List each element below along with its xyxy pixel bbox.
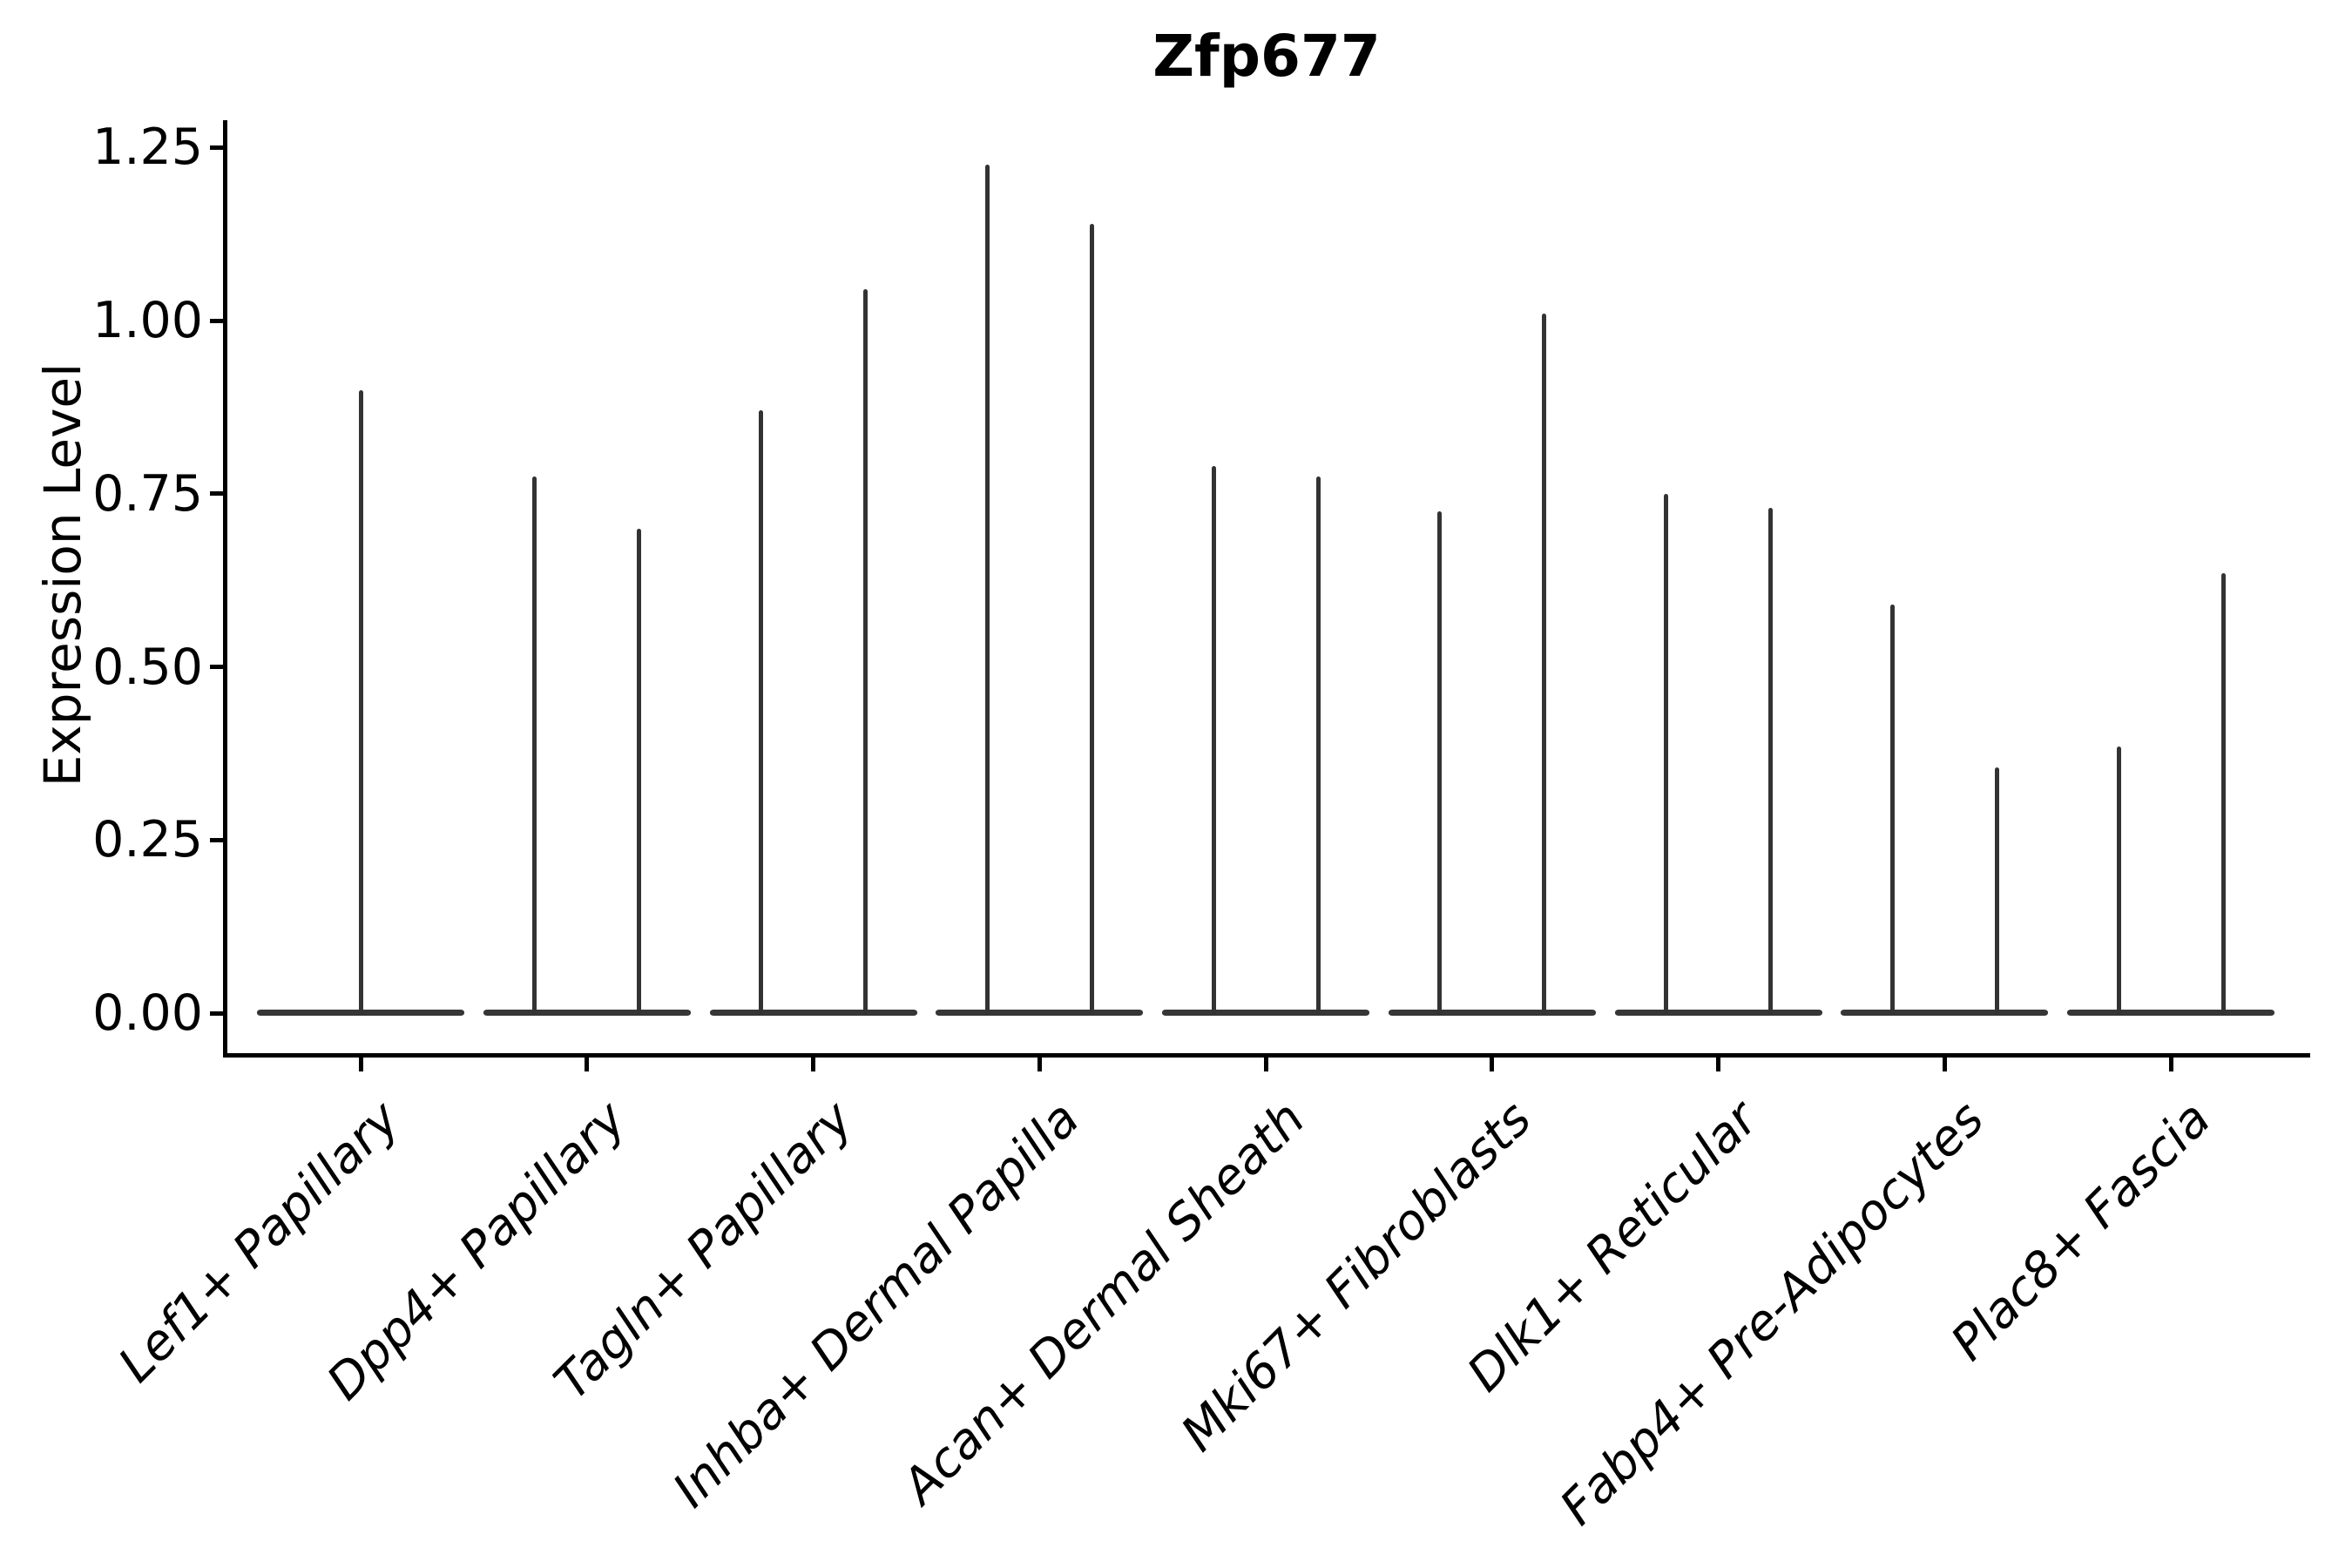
x-tick-label: Fabp4+ Pre-Adipocytes: [1549, 1091, 1996, 1537]
x-axis-spine: [223, 1053, 2310, 1058]
violin-spike: [1211, 465, 1216, 1015]
y-tick: [210, 1010, 225, 1016]
violin-spike: [1889, 604, 1895, 1015]
x-tick-label: Inhba+ Dermal Papilla: [662, 1091, 1091, 1519]
violin-spike: [863, 289, 868, 1015]
violin-spike: [1768, 507, 1773, 1015]
x-tick: [2168, 1058, 2173, 1071]
x-tick: [811, 1058, 815, 1071]
violin-spike: [1994, 767, 1999, 1015]
x-tick: [1263, 1058, 1268, 1071]
y-axis-label: Expression Level: [33, 362, 92, 787]
violin-base: [1614, 1010, 1822, 1016]
violin-base: [1162, 1010, 1369, 1016]
violin-base: [1841, 1010, 2049, 1016]
violin-spike: [1542, 314, 1547, 1015]
y-tick: [210, 491, 225, 497]
y-tick-label: 0.25: [92, 811, 203, 869]
violin-base: [936, 1010, 1144, 1016]
y-axis-spine: [223, 120, 227, 1058]
violin-spike: [1437, 510, 1443, 1015]
chart-title: Zfp677: [1152, 23, 1381, 90]
violin-spike: [2220, 573, 2226, 1015]
y-tick-label: 1.25: [92, 118, 203, 177]
x-tick: [585, 1058, 590, 1071]
y-tick: [210, 145, 225, 150]
violin-spike: [1089, 223, 1094, 1015]
violin-spike: [358, 389, 363, 1015]
violin-base: [2067, 1010, 2274, 1016]
y-tick-label: 1.00: [92, 292, 203, 349]
violin-spike: [637, 528, 642, 1015]
y-tick-label: 0.50: [92, 638, 203, 696]
x-tick: [358, 1058, 363, 1071]
violin-spike: [532, 476, 537, 1015]
violin-base: [483, 1010, 691, 1016]
x-tick-label: Acan+ Dermal Sheath: [891, 1091, 1316, 1515]
y-tick: [210, 837, 225, 842]
x-tick: [1716, 1058, 1720, 1071]
x-tick: [1037, 1058, 1042, 1071]
y-tick: [210, 665, 225, 669]
violin-spike: [1315, 476, 1321, 1015]
violin-spike: [2116, 746, 2121, 1015]
y-tick: [210, 318, 225, 323]
violin-base: [1388, 1010, 1596, 1016]
violin-spike: [759, 410, 763, 1015]
y-tick-label: 0.75: [92, 464, 203, 523]
x-tick: [1490, 1058, 1495, 1071]
x-tick: [1942, 1058, 1947, 1071]
violin-spike: [984, 165, 990, 1015]
violin-spike: [1664, 493, 1668, 1015]
violin-base: [709, 1010, 917, 1016]
y-tick-label: 0.00: [92, 984, 203, 1042]
